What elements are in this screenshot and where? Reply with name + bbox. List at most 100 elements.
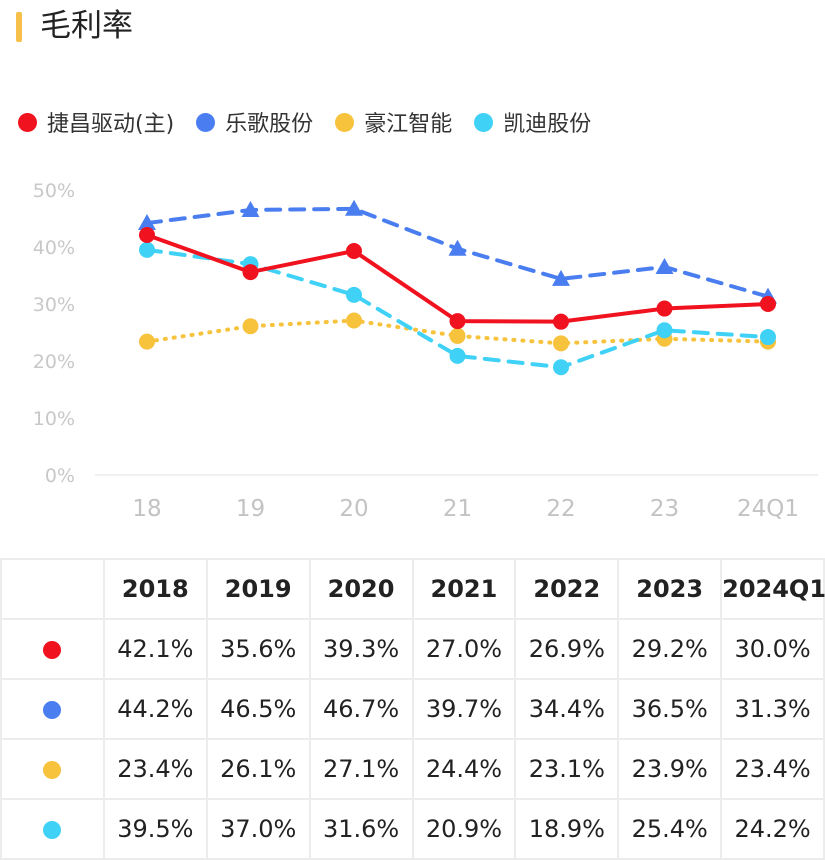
table-header-row: 2018 2019 2020 2021 2022 2023 2024Q1	[0, 558, 825, 620]
table-cell: 39.7%	[411, 678, 517, 740]
table-cell: 29.2%	[617, 618, 723, 680]
table-cell: 31.6%	[308, 798, 414, 860]
data-point-marker	[345, 199, 363, 216]
table-cell: 30.0%	[720, 618, 825, 680]
legend-dot-icon	[335, 112, 355, 132]
table-cell: 25.4%	[617, 798, 723, 860]
data-point-marker	[553, 335, 569, 352]
data-point-marker	[242, 264, 259, 281]
line-chart: 0% 10% 20% 30% 40% 50% 18 19 20 21 22 23 24Q1	[33, 180, 818, 522]
series-dot-icon	[43, 761, 62, 779]
table-cell: 46.7%	[308, 678, 414, 740]
data-point-marker	[139, 241, 155, 258]
table-cell: 26.1%	[205, 738, 311, 800]
table-header-cell: 2020	[308, 558, 414, 620]
table-cell: 23.4%	[102, 738, 208, 800]
table-cell: 42.1%	[102, 618, 208, 680]
row-legend-cell	[0, 618, 105, 680]
y-tick-label: 10%	[33, 408, 75, 430]
legend-item[interactable]: 豪江智能	[335, 106, 452, 138]
data-point-marker	[656, 300, 673, 317]
table-cell: 27.0%	[411, 618, 517, 680]
table-row: 23.4% 26.1% 27.1% 24.4% 23.1% 23.9% 23.4%	[0, 738, 825, 800]
series-dot-icon	[43, 641, 62, 659]
data-point-marker	[139, 333, 155, 350]
x-tick-label: 19	[236, 496, 265, 522]
table-cell: 31.3%	[720, 678, 825, 740]
legend-item[interactable]: 凯迪股份	[474, 106, 591, 138]
page-title: 毛利率	[40, 8, 133, 44]
legend-item[interactable]: 捷昌驱动(主)	[18, 106, 174, 138]
data-point-marker	[346, 242, 362, 259]
table-cell: 46.5%	[205, 678, 311, 740]
y-tick-label: 40%	[33, 237, 75, 259]
table-header-cell: 2023	[617, 558, 723, 620]
table-header-cell: 2018	[102, 558, 208, 620]
table-header-cell: 2019	[205, 558, 311, 620]
table-cell: 39.3%	[308, 618, 414, 680]
table-cell: 35.6%	[205, 618, 311, 680]
data-point-marker	[242, 318, 259, 335]
table-header-cell: 2024Q1	[720, 558, 825, 620]
data-point-marker	[241, 200, 260, 217]
table-row: 44.2% 46.5% 46.7% 39.7% 34.4% 36.5% 31.3%	[0, 678, 825, 740]
y-tick-label: 50%	[33, 180, 75, 202]
title-accent-bar	[16, 12, 22, 42]
table-cell: 24.2%	[720, 798, 825, 860]
data-point-marker	[138, 214, 156, 231]
table-header-cell: 2021	[411, 558, 517, 620]
data-point-marker	[553, 359, 569, 376]
table-cell: 23.9%	[617, 738, 723, 800]
data-point-marker	[448, 239, 467, 256]
legend-dot-icon	[18, 112, 37, 132]
x-tick-label: 20	[339, 496, 368, 522]
legend-label: 乐歌股份	[225, 112, 314, 137]
x-tick-label: 21	[443, 496, 472, 522]
data-point-marker	[655, 257, 674, 274]
data-point-marker	[449, 327, 466, 344]
legend-item[interactable]: 乐歌股份	[196, 106, 313, 138]
data-point-marker	[553, 313, 569, 330]
data-point-marker	[139, 227, 155, 244]
table-cell: 34.4%	[514, 678, 620, 740]
x-tick-label: 18	[132, 496, 161, 522]
table-row: 39.5% 37.0% 31.6% 20.9% 18.9% 25.4% 24.2%	[0, 798, 825, 860]
x-tick-label: 24Q1	[737, 496, 799, 522]
y-tick-label: 0%	[45, 465, 75, 487]
table-cell: 44.2%	[102, 678, 208, 740]
data-point-marker	[760, 296, 776, 312]
data-point-marker	[346, 286, 362, 303]
table-cell: 20.9%	[411, 798, 517, 860]
table-cell: 18.9%	[514, 798, 620, 860]
table-cell: 39.5%	[102, 798, 208, 860]
table-cell: 36.5%	[617, 678, 723, 740]
table-cell: 23.4%	[720, 738, 825, 800]
row-legend-cell	[0, 678, 105, 740]
table-cell: 37.0%	[205, 798, 311, 860]
data-point-marker	[656, 322, 673, 339]
series-dot-icon	[43, 701, 62, 719]
series-dot-icon	[43, 821, 62, 839]
data-point-marker	[552, 269, 570, 286]
table-cell: 23.1%	[514, 738, 620, 800]
legend-label: 豪江智能	[364, 112, 453, 137]
table-cell: 24.4%	[411, 738, 517, 800]
row-legend-cell	[0, 738, 105, 800]
x-tick-label: 22	[546, 496, 575, 522]
legend-dot-icon	[196, 112, 216, 132]
data-point-marker	[346, 312, 362, 329]
data-table: 2018 2019 2020 2021 2022 2023 2024Q1 42.…	[0, 558, 825, 860]
y-tick-label: 30%	[33, 294, 75, 316]
table-header-cell: 2022	[514, 558, 620, 620]
x-tick-label: 23	[650, 496, 679, 522]
legend-label: 凯迪股份	[503, 112, 592, 137]
chart-legend: 捷昌驱动(主) 乐歌股份 豪江智能 凯迪股份	[18, 106, 613, 138]
legend-label: 捷昌驱动(主)	[47, 112, 175, 137]
table-cell: 26.9%	[514, 618, 620, 680]
table-row: 42.1% 35.6% 39.3% 27.0% 26.9% 29.2% 30.0%	[0, 618, 825, 680]
table-corner-cell	[0, 558, 105, 620]
data-point-marker	[760, 329, 776, 346]
data-point-marker	[449, 347, 466, 364]
row-legend-cell	[0, 798, 105, 860]
legend-dot-icon	[474, 112, 494, 132]
